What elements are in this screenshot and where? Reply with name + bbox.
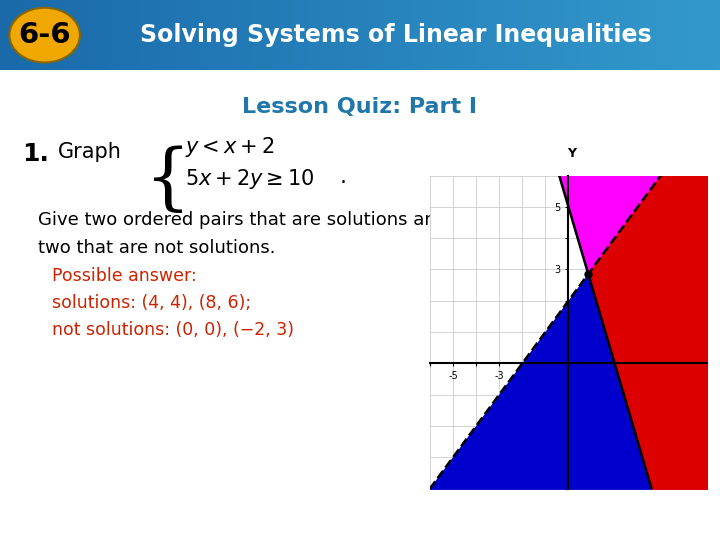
Text: solutions: (4, 4), (8, 6);: solutions: (4, 4), (8, 6);: [52, 294, 251, 313]
Text: two that are not solutions.: two that are not solutions.: [38, 239, 276, 258]
Text: {: {: [145, 145, 191, 216]
Text: Graph: Graph: [58, 142, 122, 162]
Text: Give two ordered pairs that are solutions and: Give two ordered pairs that are solution…: [38, 211, 447, 230]
Text: Y: Y: [567, 147, 577, 160]
Text: Possible answer:: Possible answer:: [52, 267, 197, 285]
Text: .: .: [340, 167, 347, 187]
Text: Lesson Quiz: Part I: Lesson Quiz: Part I: [243, 97, 477, 117]
Text: $5x + 2y \geq 10$: $5x + 2y \geq 10$: [185, 167, 315, 191]
Text: Copyright © by Holt, Rinehart and Winston. All Rights Reserved.: Copyright © by Holt, Rinehart and Winsto…: [413, 519, 706, 528]
Ellipse shape: [9, 8, 80, 63]
Text: Holt Algebra 1: Holt Algebra 1: [22, 516, 145, 531]
Text: 6-6: 6-6: [18, 21, 71, 49]
Text: not solutions: (0, 0), (−2, 3): not solutions: (0, 0), (−2, 3): [52, 321, 294, 340]
Text: 1.: 1.: [22, 142, 49, 166]
Text: $y < x + 2$: $y < x + 2$: [185, 135, 274, 159]
Text: Solving Systems of Linear Inequalities: Solving Systems of Linear Inequalities: [140, 23, 652, 47]
